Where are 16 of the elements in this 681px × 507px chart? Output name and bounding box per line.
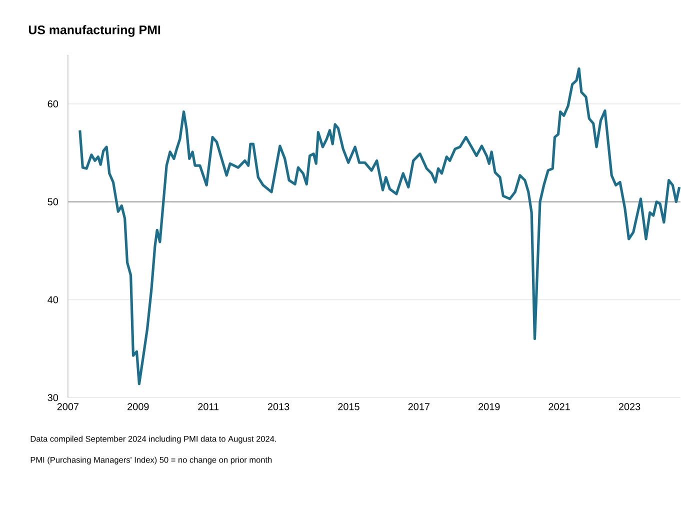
x-tick-label: 2021 bbox=[548, 403, 570, 410]
x-tick-label: 2013 bbox=[268, 403, 290, 410]
x-tick-label: 2015 bbox=[338, 403, 360, 410]
x-tick-label: 2011 bbox=[198, 403, 219, 410]
x-tick-label: 2019 bbox=[478, 403, 500, 410]
x-tick-label: 2023 bbox=[618, 403, 640, 410]
y-tick-label: 30 bbox=[48, 394, 58, 402]
y-tick-label: 50 bbox=[48, 198, 58, 206]
y-tick-label: 60 bbox=[48, 100, 58, 108]
x-tick-label: 2007 bbox=[57, 403, 79, 410]
chart-title: US manufacturing PMI bbox=[28, 25, 160, 38]
text: Data compiled September 2024 including PMI data to August 2024. bbox=[30, 436, 276, 444]
x-tick-label: 2017 bbox=[408, 403, 430, 410]
x-tick-label: 2009 bbox=[128, 403, 149, 410]
text: PMI (Purchasing Managers' Index) 50 = no change on prior month bbox=[30, 456, 272, 465]
y-tick-label: 40 bbox=[48, 296, 58, 304]
